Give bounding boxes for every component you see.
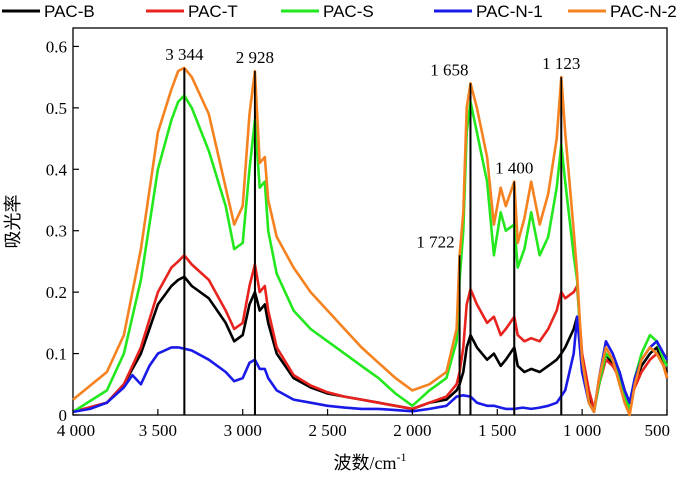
legend-label: PAC-T	[188, 2, 238, 21]
peak-label: 2 928	[236, 48, 274, 67]
x-axis: 4 000 3 500 3 000 2 500 2 000 1 500 1 000 500	[57, 409, 670, 440]
plot-area: 3 344 2 928 1 722 1 658 1 400 1 123	[72, 27, 669, 417]
series-lines	[72, 66, 669, 417]
y-axis: 0 0.1 0.2 0.3 0.4 0.5 0.6	[46, 37, 79, 425]
x-tick-label: 3 500	[139, 421, 177, 440]
x-tick-label: 2 000	[393, 421, 431, 440]
series-line-pac-n-1	[72, 315, 669, 414]
series-line-pac-n-2	[72, 66, 669, 417]
x-tick-label: 500	[645, 421, 671, 440]
y-tick-label: 0.2	[46, 283, 67, 302]
peak-label: 1 722	[416, 232, 454, 251]
y-tick-label: 0.4	[46, 160, 68, 179]
y-tick-label: 0.5	[46, 99, 67, 118]
peak-label: 1 123	[542, 54, 580, 73]
x-axis-label-superscript: -1	[397, 450, 407, 464]
plot-frame	[72, 27, 668, 416]
y-tick-label: 0.3	[46, 222, 67, 241]
x-axis-label-main: 波数/cm	[334, 453, 397, 473]
legend: PAC-B PAC-T PAC-S PAC-N-1 PAC-N-2	[2, 2, 677, 21]
peak-label: 1 400	[495, 159, 533, 178]
y-tick-label: 0	[59, 406, 68, 425]
x-tick-label: 1 000	[563, 421, 601, 440]
x-tick-label: 4 000	[57, 421, 95, 440]
y-tick-label: 0.1	[46, 345, 67, 364]
x-axis-label: 波数/cm-1	[334, 450, 407, 473]
y-axis-label: 吸光率	[3, 195, 23, 249]
x-tick-label: 1 500	[478, 421, 516, 440]
legend-label: PAC-S	[323, 2, 374, 21]
series-line-pac-s	[72, 94, 669, 414]
x-tick-label: 3 000	[224, 421, 262, 440]
legend-label: PAC-N-2	[610, 2, 677, 21]
legend-label: PAC-B	[44, 2, 95, 21]
x-tick-label: 2 500	[308, 421, 346, 440]
y-tick-label: 0.6	[46, 37, 67, 56]
peak-annotations: 3 344 2 928 1 722 1 658 1 400 1 123	[165, 45, 580, 251]
peak-label: 3 344	[165, 45, 204, 64]
peak-label: 1 658	[430, 60, 468, 79]
legend-label: PAC-N-1	[476, 2, 543, 21]
